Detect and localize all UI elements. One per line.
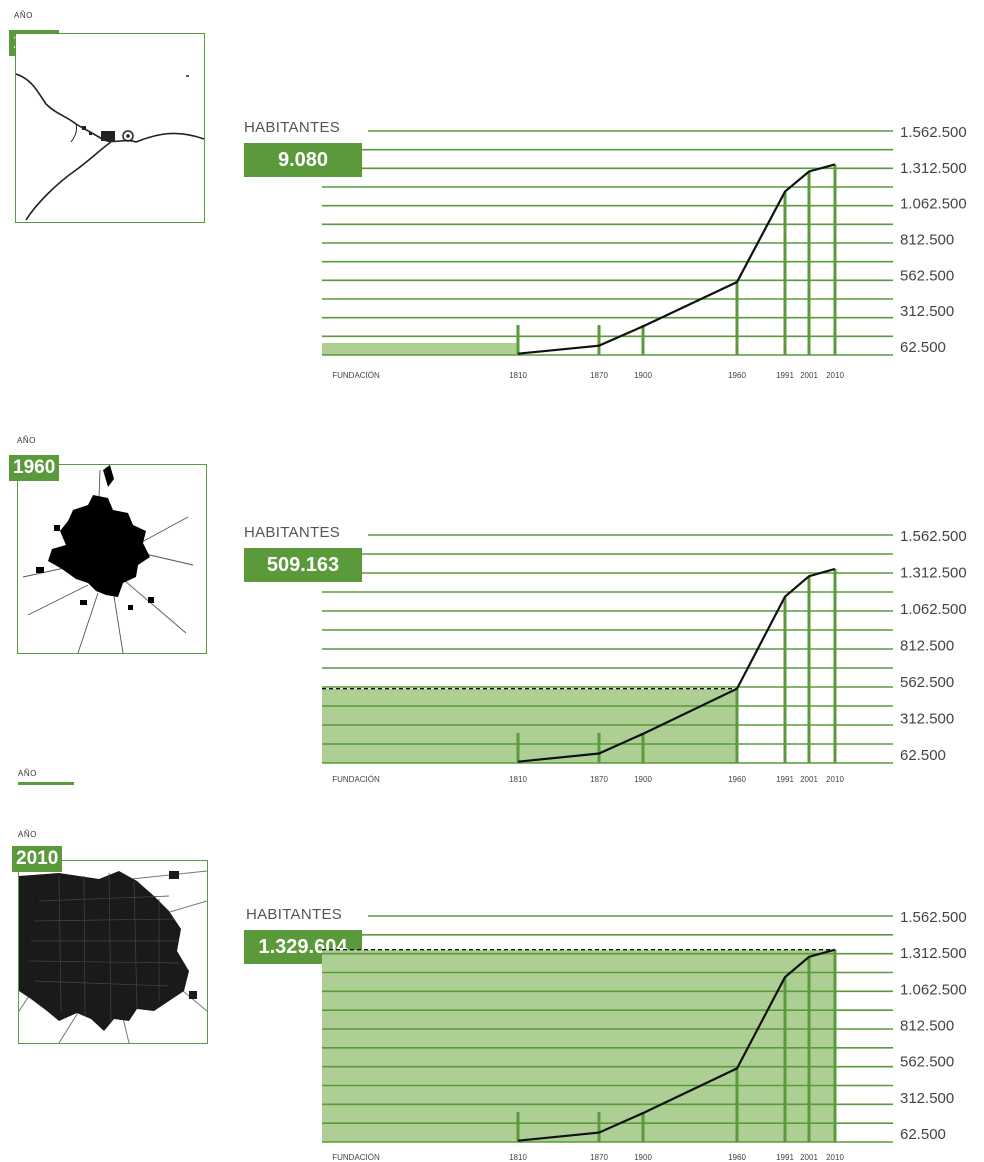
x-tick-label: 1960 [728, 1153, 746, 1162]
x-tick-label: 2001 [800, 775, 818, 784]
y-tick-label: 1.562.500 [900, 124, 967, 141]
x-tick-label: 2010 [826, 371, 844, 380]
y-tick-label: 562.500 [900, 1054, 954, 1071]
y-tick-label: 1.312.500 [900, 945, 967, 962]
y-tick-label: 812.500 [900, 637, 954, 654]
year-badge: 1960 [9, 455, 60, 481]
y-tick-label: 1.062.500 [900, 981, 967, 998]
population-badge: 9.080 [244, 143, 362, 177]
map-1810-icon [15, 33, 205, 223]
habitantes-label: HABITANTES [246, 906, 343, 923]
x-tick-label: 1870 [590, 1153, 608, 1162]
x-tick-label: 2001 [800, 371, 818, 380]
x-tick-label: 1810 [509, 775, 527, 784]
y-tick-label: 562.500 [900, 674, 954, 691]
population-line [517, 948, 836, 1142]
x-tick-label: 1960 [728, 775, 746, 784]
x-tick-label: 1991 [776, 371, 794, 380]
x-tick-label: 1870 [590, 775, 608, 784]
population-fill [322, 343, 518, 355]
y-tick-label: 62.500 [900, 747, 946, 764]
y-tick-label: 812.500 [900, 1017, 954, 1034]
y-tick-label: 312.500 [900, 710, 954, 727]
habitantes-label: HABITANTES [244, 524, 341, 541]
x-tick-label: FUNDACIÓN [332, 775, 380, 784]
x-tick-label: 1900 [634, 775, 652, 784]
ano-label: AÑO [18, 830, 37, 839]
ano-label: AÑO [14, 11, 33, 20]
divider [18, 782, 74, 785]
x-tick-label: 1870 [590, 371, 608, 380]
x-tick-label: 1810 [509, 1153, 527, 1162]
y-tick-label: 1.562.500 [900, 909, 967, 926]
ano-label: AÑO [18, 769, 37, 778]
x-tick-label: 1900 [634, 1153, 652, 1162]
x-tick-label: FUNDACIÓN [332, 1153, 380, 1162]
y-tick-label: 1.062.500 [900, 196, 967, 213]
y-tick-label: 1.312.500 [900, 160, 967, 177]
population-line [517, 567, 836, 763]
map-1960-icon [17, 464, 207, 654]
x-tick-label: 1991 [776, 1153, 794, 1162]
y-tick-label: 812.500 [900, 232, 954, 249]
habitantes-label: HABITANTES [244, 119, 341, 136]
year-badge: 2010 [12, 846, 63, 872]
x-tick-label: 1900 [634, 371, 652, 380]
y-tick-label: 1.562.500 [900, 528, 967, 545]
population-fill [322, 949, 835, 1142]
x-tick-label: 2001 [800, 1153, 818, 1162]
y-tick-label: 62.500 [900, 1126, 946, 1143]
x-tick-label: 1991 [776, 775, 794, 784]
x-tick-label: 1810 [509, 371, 527, 380]
population-fill [322, 688, 737, 763]
y-tick-label: 1.312.500 [900, 564, 967, 581]
population-line [517, 163, 836, 355]
y-tick-label: 312.500 [900, 303, 954, 320]
y-tick-label: 1.062.500 [900, 601, 967, 618]
x-tick-label: FUNDACIÓN [332, 371, 380, 380]
y-tick-label: 62.500 [900, 339, 946, 356]
x-tick-label: 2010 [826, 775, 844, 784]
x-tick-label: 2010 [826, 1153, 844, 1162]
ano-label: AÑO [17, 436, 36, 445]
y-tick-label: 562.500 [900, 267, 954, 284]
map-2010-icon [18, 860, 208, 1044]
x-tick-label: 1960 [728, 371, 746, 380]
y-tick-label: 312.500 [900, 1090, 954, 1107]
